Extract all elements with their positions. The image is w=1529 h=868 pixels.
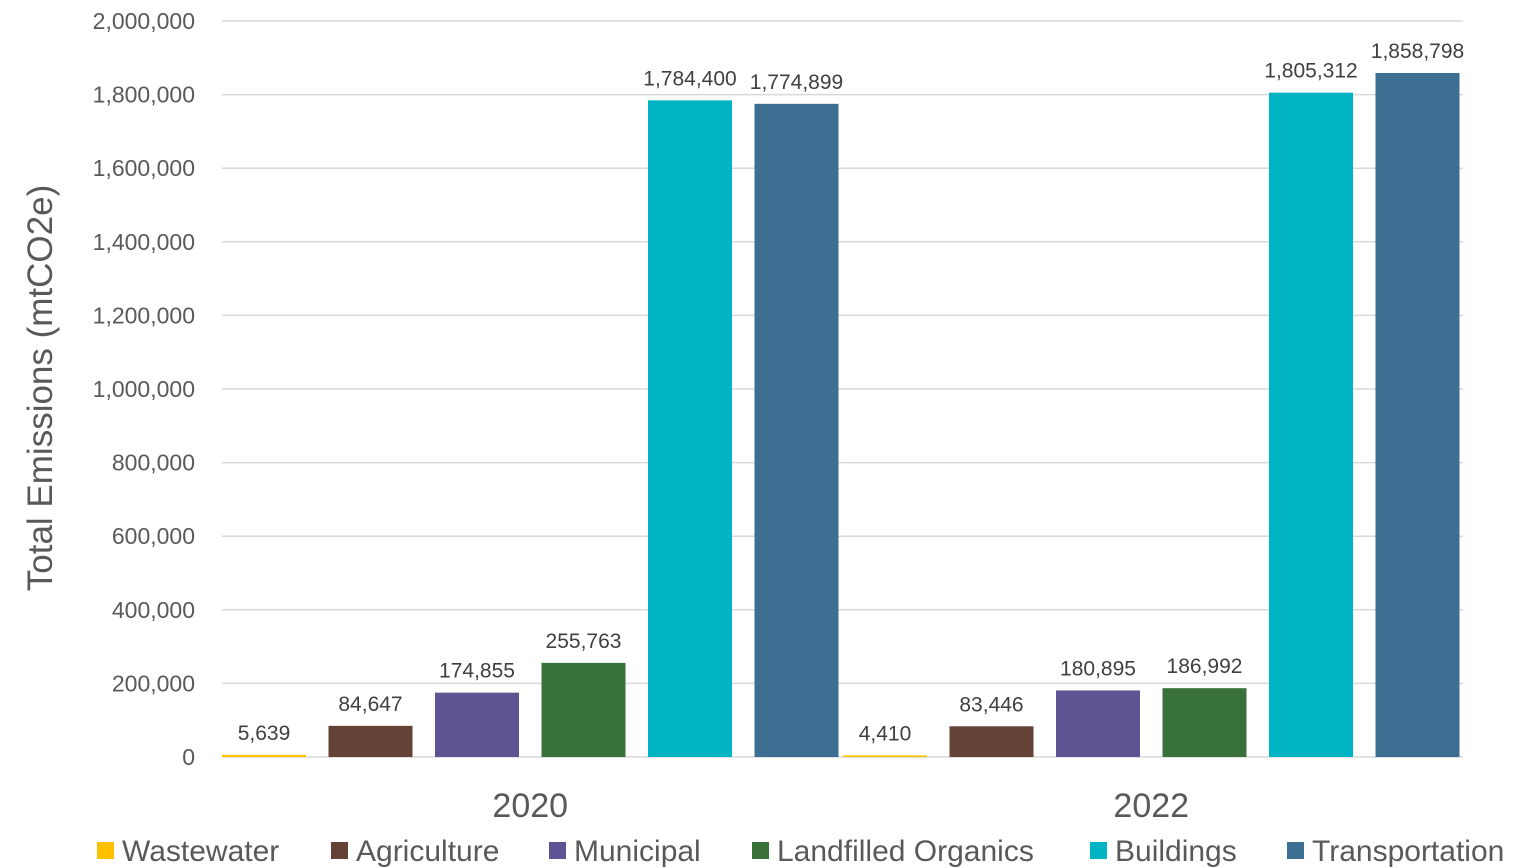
bar-agriculture-2022 <box>949 726 1034 757</box>
data-label-municipal-2022: 180,895 <box>1060 657 1136 680</box>
legend-label-municipal: Municipal <box>574 835 701 868</box>
legend-swatch-wastewater <box>97 842 114 859</box>
category-label-2022: 2022 <box>1113 787 1189 825</box>
bar-transportation-2020 <box>754 103 839 758</box>
x-axis-categories: 2020 2022 <box>492 787 1189 825</box>
data-label-buildings-2022: 1,805,312 <box>1264 60 1357 83</box>
y-tick-label: 1,400,000 <box>93 229 195 255</box>
legend-label-wastewater: Wastewater <box>122 835 279 868</box>
data-labels: 5,639 84,647 174,855 255,763 1,784,400 1,774,… <box>238 40 1465 745</box>
bar-landfilled-organics-2020 <box>541 662 626 757</box>
bar-buildings-2022 <box>1269 92 1353 757</box>
y-tick-label: 1,200,000 <box>93 302 195 328</box>
bar-landfilled-organics-2022 <box>1162 688 1247 757</box>
data-label-agriculture-2022: 83,446 <box>959 693 1023 716</box>
y-tick-label: 200,000 <box>112 670 195 696</box>
data-label-municipal-2020: 174,855 <box>439 660 515 683</box>
y-tick-label: 1,800,000 <box>93 82 195 108</box>
legend-label-buildings: Buildings <box>1115 835 1237 868</box>
data-label-transportation-2020: 1,774,899 <box>750 71 843 94</box>
y-tick-label: 400,000 <box>112 597 195 623</box>
y-axis-ticks: 0 200,000 400,000 600,000 800,000 1,000,000 1,… <box>93 8 195 770</box>
bars <box>222 72 1460 758</box>
legend-swatch-transportation <box>1287 842 1304 859</box>
legend-swatch-agriculture <box>331 842 348 859</box>
category-label-2020: 2020 <box>492 787 568 825</box>
data-label-wastewater-2020: 5,639 <box>238 722 291 745</box>
bar-wastewater-2022 <box>843 755 927 757</box>
data-label-transportation-2022: 1,858,798 <box>1371 40 1464 63</box>
y-tick-label: 2,000,000 <box>93 8 195 34</box>
data-label-agriculture-2020: 84,647 <box>338 693 402 716</box>
y-tick-label: 1,000,000 <box>93 376 195 402</box>
data-label-landfilled-organics-2022: 186,992 <box>1167 655 1243 678</box>
data-label-landfilled-organics-2020: 255,763 <box>546 630 622 653</box>
y-tick-label: 600,000 <box>112 523 195 549</box>
data-label-wastewater-2022: 4,410 <box>859 722 912 745</box>
gridlines <box>222 20 1463 758</box>
data-label-buildings-2020: 1,784,400 <box>643 67 736 90</box>
y-axis-title: Total Emissions (mtCO2e) <box>21 185 60 591</box>
bar-municipal-2020 <box>435 692 519 757</box>
bar-municipal-2022 <box>1056 690 1140 757</box>
legend-swatch-buildings <box>1090 842 1107 859</box>
legend-swatch-municipal <box>549 842 566 859</box>
legend: Wastewater Agriculture Municipal Landfilled… <box>97 835 1504 868</box>
bar-agriculture-2020 <box>328 725 413 757</box>
y-tick-label: 1,600,000 <box>93 155 195 181</box>
legend-label-agriculture: Agriculture <box>356 835 499 868</box>
bar-buildings-2020 <box>648 100 732 757</box>
legend-swatch-landfilled-organics <box>752 842 769 859</box>
bar-transportation-2022 <box>1375 72 1460 757</box>
y-tick-label: 800,000 <box>112 450 195 476</box>
bar-wastewater-2020 <box>222 754 306 757</box>
y-tick-label: 0 <box>182 744 195 770</box>
legend-label-landfilled-organics: Landfilled Organics <box>777 835 1034 868</box>
legend-label-transportation: Transportation <box>1312 835 1504 868</box>
